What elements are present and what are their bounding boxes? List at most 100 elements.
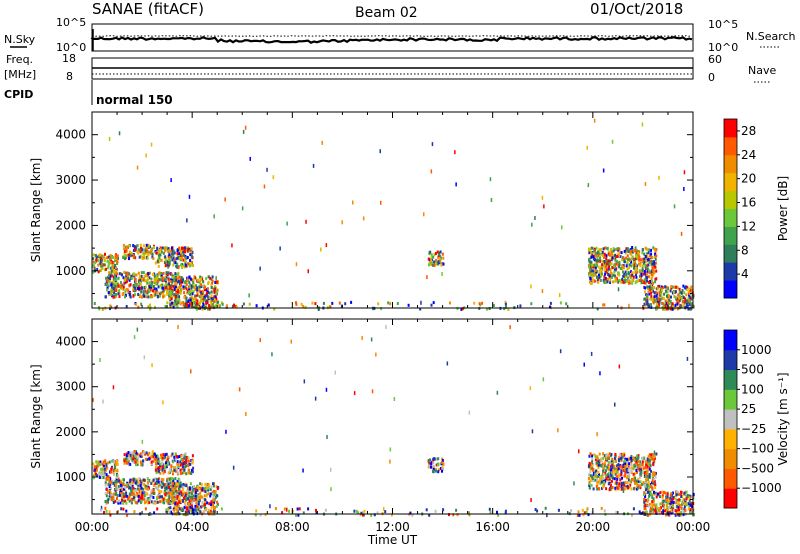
data-cell: [486, 307, 488, 311]
data-cell: [595, 461, 598, 465]
data-cell: [598, 452, 601, 456]
data-cell: [214, 305, 217, 309]
data-cell: [211, 282, 213, 285]
data-cell: [396, 302, 399, 305]
data-cell: [157, 259, 159, 264]
data-cell: [188, 249, 191, 253]
data-cell: [608, 477, 611, 481]
colorbar-tick-label: 24: [741, 148, 756, 162]
data-cell: [652, 453, 655, 457]
data-cell: [612, 256, 615, 260]
data-cell: [123, 281, 126, 285]
data-cell: [638, 468, 641, 472]
data-cell: [106, 286, 109, 290]
data-cell: [599, 252, 602, 256]
data-cell: [184, 465, 187, 469]
data-cell: [441, 461, 443, 465]
data-cell: [194, 504, 197, 508]
data-cell: [137, 287, 139, 290]
data-cell: [147, 498, 150, 502]
data-cell: [454, 150, 456, 155]
data-cell: [214, 490, 217, 494]
data-cell: [182, 508, 185, 512]
data-cell: [597, 466, 600, 469]
data-cell: [171, 301, 173, 305]
data-cell: [180, 500, 182, 504]
data-cell: [97, 270, 100, 274]
data-cell: [168, 291, 170, 295]
data-cell: [101, 475, 104, 479]
data-cell: [646, 464, 649, 468]
data-cell: [648, 475, 651, 479]
data-cell: [198, 285, 201, 289]
nsky-label: N.Sky: [4, 33, 36, 46]
data-cell: [184, 492, 187, 495]
data-cell: [142, 251, 145, 255]
data-cell: [630, 463, 633, 467]
data-cell: [187, 495, 190, 499]
data-cell: [620, 487, 623, 491]
data-cell: [198, 499, 201, 503]
data-cell: [112, 499, 115, 503]
data-cell: [272, 175, 275, 180]
data-cell: [119, 501, 122, 505]
data-cell: [646, 270, 649, 274]
data-cell: [180, 508, 183, 512]
data-cell: [654, 252, 657, 256]
data-cell: [588, 486, 591, 490]
data-cell: [145, 153, 147, 158]
data-cell: [115, 274, 117, 278]
data-cell: [627, 271, 630, 275]
data-cell: [166, 290, 168, 294]
data-cell: [663, 491, 665, 494]
data-cell: [600, 459, 603, 462]
data-cell: [134, 282, 137, 286]
data-cell: [156, 487, 159, 491]
data-cell: [432, 461, 435, 465]
data-cell: [106, 498, 109, 502]
data-cell: [156, 276, 159, 280]
data-cell: [602, 466, 605, 470]
data-cell: [654, 265, 657, 269]
data-cell: [178, 246, 181, 250]
data-cell: [669, 289, 672, 293]
data-cell: [344, 302, 347, 306]
data-cell: [188, 285, 190, 289]
data-cell: [629, 483, 632, 487]
data-cell: [662, 511, 664, 515]
data-cell: [608, 263, 611, 266]
data-cell: [534, 216, 536, 220]
data-cell: [541, 195, 544, 200]
data-cell: [688, 499, 691, 503]
data-cell: [179, 279, 182, 283]
data-cell: [111, 262, 114, 266]
data-cell: [557, 508, 560, 512]
data-cell: [183, 506, 186, 510]
data-cell: [127, 496, 130, 500]
data-cell: [178, 455, 181, 458]
data-cell: [110, 470, 112, 474]
data-cell: [618, 260, 621, 264]
data-cell: [676, 307, 679, 311]
data-cell: [504, 302, 507, 306]
data-cell: [363, 509, 366, 513]
data-cell: [178, 275, 181, 279]
data-cell: [130, 251, 133, 255]
data-cell: [561, 225, 563, 230]
data-cell: [169, 303, 172, 307]
data-cell: [123, 270, 126, 274]
data-cell: [93, 302, 96, 305]
data-cell: [683, 502, 686, 506]
data-cell: [128, 278, 131, 282]
data-cell: [159, 500, 161, 504]
data-cell: [143, 278, 146, 282]
data-cell: [175, 291, 178, 295]
data-cell: [600, 474, 603, 478]
data-cell: [112, 256, 114, 259]
data-cell: [145, 295, 148, 299]
data-cell: [128, 499, 131, 503]
data-cell: [171, 303, 174, 307]
data-cell: [166, 259, 169, 263]
data-cell: [423, 212, 425, 217]
data-cell: [652, 497, 655, 501]
